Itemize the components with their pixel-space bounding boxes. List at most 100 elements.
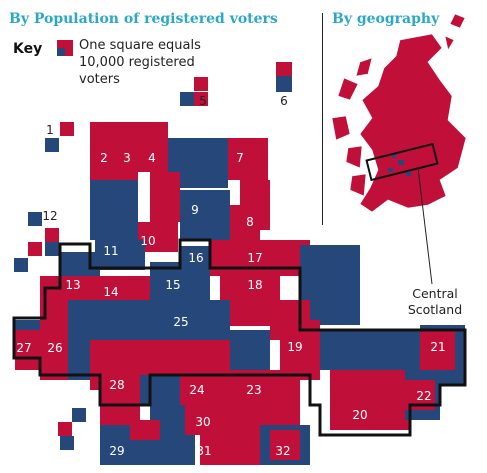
- cartogram-tile: [14, 258, 28, 272]
- region-label-30: 30: [195, 415, 210, 429]
- callout-leader-line: [417, 167, 433, 285]
- cartogram-tile: [90, 276, 150, 301]
- region-label-27: 27: [16, 341, 31, 355]
- region-label-7: 7: [236, 151, 244, 165]
- cartogram-tile: [194, 77, 208, 91]
- column-divider: [322, 13, 323, 225]
- central-scotland-box: [365, 142, 439, 182]
- geo-landmass: [331, 115, 351, 141]
- region-label-32: 32: [275, 444, 290, 458]
- key-square-icon: [57, 40, 73, 56]
- key-description: One square equals 10,000 registered vote…: [79, 38, 201, 87]
- region-label-4: 4: [148, 151, 156, 165]
- callout-line1: Central: [412, 286, 458, 301]
- geo-blue-patch: [406, 172, 411, 176]
- cartogram-tile: [276, 76, 292, 92]
- cartogram-tile: [100, 375, 140, 425]
- region-label-12: 12: [42, 209, 57, 223]
- cartogram-tile: [58, 422, 72, 436]
- cartogram-tile: [120, 180, 138, 240]
- region-label-2: 2: [100, 151, 108, 165]
- cartogram-tile: [60, 122, 74, 136]
- region-label-8: 8: [246, 215, 254, 229]
- cartogram-tile: [120, 122, 138, 182]
- cartogram-tile: [90, 300, 230, 340]
- cartogram-tile: [40, 320, 68, 380]
- region-label-31: 31: [196, 444, 211, 458]
- key-label: Key: [13, 41, 43, 57]
- cartogram-tile: [194, 92, 208, 106]
- cartogram-tiles: [14, 62, 465, 465]
- region-label-6: 6: [280, 94, 288, 108]
- region-label-18: 18: [247, 278, 262, 292]
- cartogram-tile: [276, 62, 292, 76]
- region-label-25: 25: [173, 315, 188, 329]
- region-label-26: 26: [47, 341, 62, 355]
- left-heading: By Population of registered voters: [9, 11, 278, 27]
- cartogram-tile: [60, 436, 74, 450]
- cartogram-tile: [28, 212, 42, 226]
- geo-blue-patch: [398, 160, 404, 165]
- region-label-16: 16: [188, 251, 203, 265]
- region-label-24: 24: [189, 383, 204, 397]
- cartogram-tile: [72, 408, 86, 422]
- region-label-19: 19: [287, 340, 302, 354]
- cartogram-tile: [330, 370, 410, 430]
- cartogram-tile: [210, 240, 310, 276]
- scotland-map-shape: [331, 13, 467, 285]
- central-scotland-callout: Central Scotland: [390, 286, 480, 318]
- cartogram-tile: [138, 122, 168, 172]
- cartogram-tile: [45, 242, 59, 256]
- cartogram-tile: [200, 425, 260, 465]
- geo-landmass: [444, 35, 455, 51]
- region-label-21: 21: [430, 340, 445, 354]
- region-label-13: 13: [65, 278, 80, 292]
- region-label-1: 1: [46, 123, 54, 137]
- region-label-14: 14: [103, 285, 118, 299]
- cartogram-tile: [420, 330, 455, 370]
- cartogram-tile: [180, 246, 210, 270]
- geo-landmass: [359, 33, 467, 213]
- cartogram-tile: [45, 138, 59, 152]
- geo-landmass: [349, 173, 367, 197]
- geo-landmass: [337, 77, 359, 101]
- cartogram-tile: [198, 138, 228, 188]
- cartogram-tile: [45, 228, 59, 242]
- region-label-9: 9: [191, 203, 199, 217]
- cartogram-tile: [95, 240, 145, 270]
- geo-landmass: [355, 57, 373, 77]
- cartogram-tile: [228, 138, 268, 180]
- cartogram-tile: [150, 172, 180, 222]
- geo-blue-patch: [392, 154, 396, 158]
- region-label-3: 3: [123, 151, 131, 165]
- region-label-10: 10: [140, 234, 155, 248]
- cartogram-tile: [90, 180, 120, 240]
- region-label-29: 29: [109, 444, 124, 458]
- cartogram-tile: [320, 330, 420, 370]
- cartogram-tile: [130, 420, 160, 440]
- region-label-5: 5: [199, 94, 207, 108]
- central-scotland-outline: [12, 238, 467, 437]
- cartogram-tile: [230, 205, 260, 245]
- cartogram-tile: [28, 242, 42, 256]
- cartogram-tile: [68, 300, 90, 380]
- cartogram-tile: [180, 190, 230, 240]
- cartogram-tile: [15, 330, 43, 370]
- geo-landmass: [345, 145, 363, 169]
- cartogram-tile: [180, 92, 194, 106]
- geo-landmass: [449, 13, 466, 29]
- callout-line2: Scotland: [407, 302, 463, 317]
- geo-blue-patch: [388, 168, 393, 172]
- region-label-15: 15: [165, 278, 180, 292]
- region-label-28: 28: [109, 378, 124, 392]
- cartogram-tile: [230, 330, 270, 370]
- region-label-22: 22: [416, 389, 431, 403]
- right-heading: By geography: [332, 11, 440, 27]
- region-label-20: 20: [352, 408, 367, 422]
- cartogram-tile: [60, 252, 100, 276]
- region-label-23: 23: [246, 383, 261, 397]
- cartogram-tile: [90, 122, 120, 182]
